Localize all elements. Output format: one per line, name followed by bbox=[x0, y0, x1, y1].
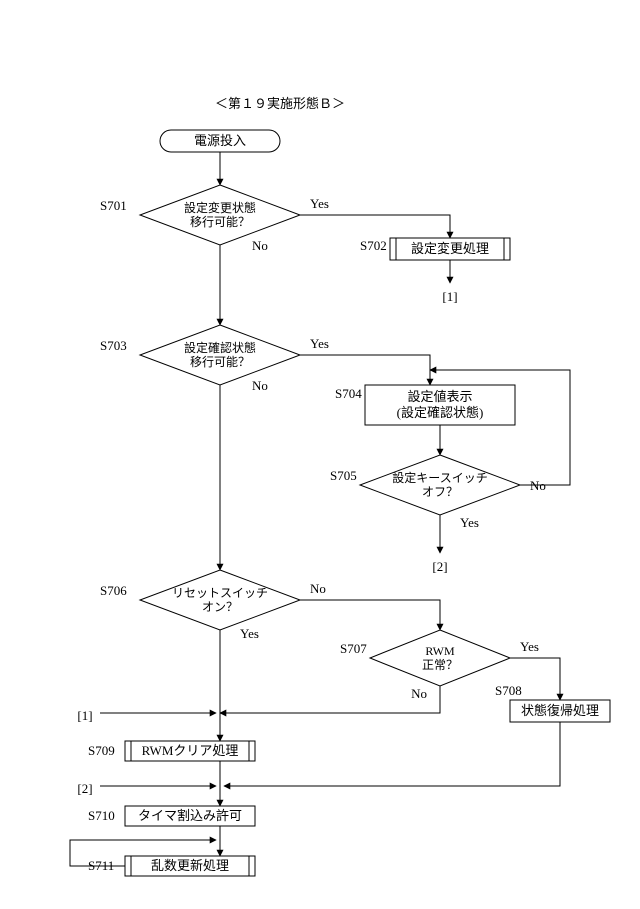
svg-text:設定確認状態: 設定確認状態 bbox=[184, 340, 256, 355]
s704-process: 設定値表示 (設定確認状態) S704 bbox=[335, 385, 515, 425]
flowchart: ＜第１９実施形態Ｂ＞ 電源投入 設定変更状態 移行可能？ S701 Yes No… bbox=[0, 0, 640, 909]
ref2-in: [2] bbox=[77, 781, 92, 796]
s701-decision: 設定変更状態 移行可能？ S701 Yes No bbox=[100, 185, 329, 253]
svg-text:RWMクリア処理: RWMクリア処理 bbox=[142, 743, 239, 758]
svg-text:正常？: 正常？ bbox=[422, 658, 458, 672]
svg-text:No: No bbox=[411, 686, 427, 701]
svg-text:Yes: Yes bbox=[240, 626, 259, 641]
svg-text:移行可能？: 移行可能？ bbox=[190, 355, 250, 369]
svg-text:No: No bbox=[310, 581, 326, 596]
s706-decision: リセットスイッチ オン？ S706 No Yes bbox=[100, 570, 326, 641]
svg-text:移行可能？: 移行可能？ bbox=[190, 215, 250, 229]
svg-text:S706: S706 bbox=[100, 583, 127, 598]
svg-text:(設定確認状態): (設定確認状態) bbox=[397, 405, 484, 420]
svg-text:Yes: Yes bbox=[520, 639, 539, 654]
svg-text:リセットスイッチ: リセットスイッチ bbox=[172, 586, 268, 600]
svg-text:S703: S703 bbox=[100, 338, 127, 353]
s703-decision: 設定確認状態 移行可能？ S703 Yes No bbox=[100, 325, 329, 393]
svg-text:S710: S710 bbox=[88, 808, 115, 823]
svg-text:RWM: RWM bbox=[425, 644, 455, 658]
svg-text:S707: S707 bbox=[340, 641, 367, 656]
ref1-in: [1] bbox=[77, 708, 92, 723]
start-node: 電源投入 bbox=[160, 130, 280, 152]
s702-process: 設定変更処理 S702 bbox=[360, 238, 510, 260]
svg-text:S708: S708 bbox=[495, 683, 522, 698]
svg-text:S702: S702 bbox=[360, 238, 387, 253]
svg-text:設定値表示: 設定値表示 bbox=[407, 389, 472, 404]
s708-process: 状態復帰処理 S708 bbox=[495, 683, 610, 722]
svg-text:オフ？: オフ？ bbox=[422, 485, 458, 499]
svg-text:オン？: オン？ bbox=[202, 600, 238, 614]
s701-no: No bbox=[252, 238, 268, 253]
s705-decision: 設定キースイッチ オフ？ S705 No Yes bbox=[330, 455, 546, 530]
svg-text:状態復帰処理: 状態復帰処理 bbox=[521, 703, 599, 718]
svg-text:設定変更状態: 設定変更状態 bbox=[184, 200, 256, 215]
svg-text:No: No bbox=[252, 378, 268, 393]
s709-process: RWMクリア処理 S709 bbox=[88, 741, 255, 761]
s701-id: S701 bbox=[100, 198, 127, 213]
svg-text:設定変更処理: 設定変更処理 bbox=[411, 241, 489, 256]
svg-text:S709: S709 bbox=[88, 743, 115, 758]
svg-text:電源投入: 電源投入 bbox=[194, 133, 246, 148]
svg-text:設定キースイッチ: 設定キースイッチ bbox=[392, 470, 487, 485]
svg-text:S705: S705 bbox=[330, 468, 357, 483]
s701-yes: Yes bbox=[310, 196, 329, 211]
svg-text:乱数更新処理: 乱数更新処理 bbox=[151, 858, 229, 873]
svg-text:タイマ割込み許可: タイマ割込み許可 bbox=[138, 808, 242, 823]
s710-process: タイマ割込み許可 S710 bbox=[88, 806, 255, 826]
svg-text:Yes: Yes bbox=[460, 515, 479, 530]
ref1-out: [1] bbox=[442, 289, 457, 304]
ref2-out: [2] bbox=[432, 559, 447, 574]
svg-text:S704: S704 bbox=[335, 386, 362, 401]
svg-text:Yes: Yes bbox=[310, 336, 329, 351]
title: ＜第１９実施形態Ｂ＞ bbox=[215, 96, 345, 111]
